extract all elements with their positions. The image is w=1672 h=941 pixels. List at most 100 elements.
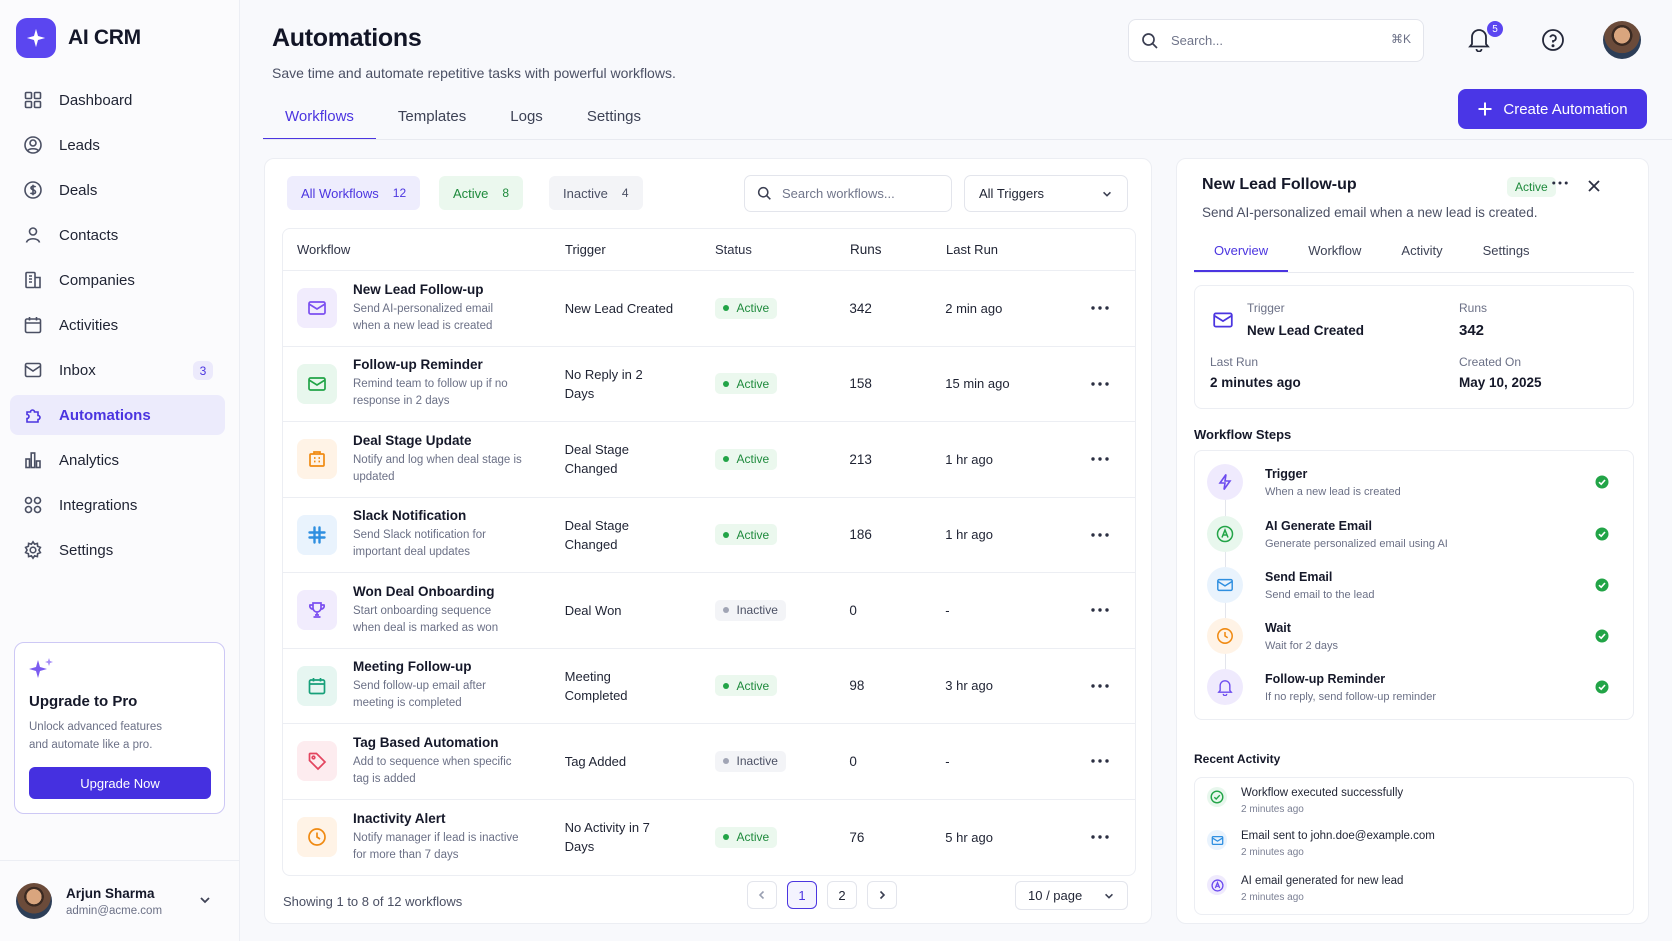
- table-row[interactable]: New Lead Follow-up Send AI-personalized e…: [283, 271, 1135, 347]
- activity-item: AI email generated for new lead 2 minutes…: [1207, 875, 1403, 903]
- chevron-left-icon: [758, 890, 765, 900]
- sidebar: AI CRM Dashboard Leads Deals Contacts Co…: [0, 0, 240, 941]
- status-badge: Active: [714, 826, 778, 848]
- detail-tabs-divider: [1194, 272, 1634, 273]
- ai-sparkle-icon: [1207, 875, 1227, 895]
- upgrade-title: Upgrade to Pro: [29, 693, 138, 710]
- sidebar-item-automations[interactable]: Automations: [10, 395, 225, 435]
- more-options-icon[interactable]: [1552, 181, 1568, 185]
- recent-activity-title: Recent Activity: [1194, 752, 1281, 766]
- sidebar-nav: Dashboard Leads Deals Contacts Companies…: [10, 80, 225, 575]
- more-options-icon[interactable]: [1065, 306, 1135, 310]
- chevron-down-icon[interactable]: [198, 893, 212, 907]
- more-options-icon[interactable]: [1065, 457, 1135, 461]
- tab-workflows[interactable]: Workflows: [263, 100, 376, 140]
- more-options-icon[interactable]: [1065, 382, 1135, 386]
- more-options-icon[interactable]: [1065, 759, 1135, 763]
- workflow-desc: Notify manager if lead is inactive for m…: [353, 831, 519, 861]
- table-row[interactable]: Deal Stage Update Notify and log when dea…: [283, 422, 1135, 498]
- workflow-step[interactable]: AI Generate Email Generate personalized e…: [1207, 509, 1623, 559]
- prev-page-button[interactable]: [747, 881, 777, 909]
- sidebar-item-settings[interactable]: Settings: [10, 530, 225, 570]
- tab-activity[interactable]: Activity: [1401, 243, 1443, 258]
- activity-time: 2 minutes ago: [1241, 804, 1304, 815]
- workflow-name: New Lead Follow-up: [353, 281, 484, 297]
- workflow-desc: Send follow-up email after meeting is co…: [353, 680, 486, 710]
- workflows-panel: All Workflows 12 Active 8 Inactive 4 Sea…: [264, 158, 1152, 924]
- sidebar-item-analytics[interactable]: Analytics: [10, 440, 225, 480]
- sidebar-item-companies[interactable]: Companies: [10, 260, 225, 300]
- sparkles-icon: [29, 658, 53, 678]
- col-last-run: Last Run: [946, 242, 999, 257]
- step-name: Wait: [1265, 620, 1291, 635]
- more-options-icon[interactable]: [1065, 608, 1135, 612]
- filter-count: 8: [502, 186, 510, 200]
- app-name: AI CRM: [68, 26, 141, 49]
- puzzle-icon: [26, 409, 41, 423]
- activity-time: 2 minutes ago: [1241, 892, 1304, 903]
- tab-logs[interactable]: Logs: [510, 108, 543, 125]
- help-icon[interactable]: [1541, 28, 1565, 52]
- bell-icon[interactable]: [1467, 26, 1491, 52]
- tab-workflow[interactable]: Workflow: [1308, 243, 1362, 258]
- workflow-trigger: Deal Stage Changed: [564, 442, 629, 477]
- more-options-icon[interactable]: [1065, 684, 1135, 688]
- person-icon: [25, 227, 41, 243]
- workflow-search-input[interactable]: Search workflows...: [744, 175, 952, 212]
- avatar[interactable]: [1603, 21, 1641, 59]
- table-row[interactable]: Won Deal Onboarding Start onboarding sequ…: [283, 573, 1135, 649]
- activity-item: Email sent to john.doe@example.com 2 minu…: [1207, 830, 1435, 858]
- filter-inactive[interactable]: Inactive 4: [549, 176, 643, 210]
- activity-text: Workflow executed successfully: [1241, 787, 1404, 799]
- close-icon[interactable]: [1587, 179, 1601, 193]
- sidebar-item-integrations[interactable]: Integrations: [10, 485, 225, 525]
- brand[interactable]: AI CRM: [16, 18, 141, 58]
- filter-active[interactable]: Active 8: [439, 176, 524, 210]
- page-button-1[interactable]: 1: [787, 881, 817, 909]
- upgrade-now-button[interactable]: Upgrade Now: [29, 767, 211, 799]
- table-row[interactable]: Inactivity Alert Notify manager if lead i…: [283, 800, 1135, 876]
- trophy-icon: [297, 590, 337, 631]
- tab-overview[interactable]: Overview: [1194, 236, 1289, 272]
- workflow-trigger: Deal Stage Changed: [564, 517, 629, 552]
- workflow-name: Follow-up Reminder: [353, 357, 483, 373]
- tab-templates[interactable]: Templates: [397, 108, 467, 125]
- sidebar-item-dashboard[interactable]: Dashboard: [10, 80, 225, 120]
- filter-all-workflows[interactable]: All Workflows 12: [287, 176, 421, 210]
- per-page-select[interactable]: 10 / page: [1015, 881, 1128, 910]
- status-badge: Active: [714, 448, 778, 470]
- sidebar-item-deals[interactable]: Deals: [10, 170, 225, 210]
- table-row[interactable]: Meeting Follow-up Send follow-up email af…: [283, 649, 1135, 724]
- filter-label: Inactive: [563, 185, 608, 201]
- sidebar-item-inbox[interactable]: Inbox 3: [10, 350, 225, 390]
- table-row[interactable]: Tag Based Automation Add to sequence when…: [283, 724, 1135, 800]
- step-name: AI Generate Email: [1265, 518, 1372, 533]
- workflow-step[interactable]: Trigger When a new lead is created: [1207, 457, 1623, 507]
- workflow-step[interactable]: Follow-up Reminder If no reply, send foll…: [1207, 662, 1623, 712]
- sidebar-item-activities[interactable]: Activities: [10, 305, 225, 345]
- tab-settings[interactable]: Settings: [586, 108, 642, 125]
- dollar-circle-icon: [24, 181, 42, 199]
- last-run-value: 2 minutes ago: [1210, 375, 1301, 390]
- table-row[interactable]: Follow-up Reminder Remind team to follow …: [283, 347, 1135, 422]
- sidebar-item-leads[interactable]: Leads: [10, 125, 225, 165]
- sidebar-item-contacts[interactable]: Contacts: [10, 215, 225, 255]
- workflow-step[interactable]: Wait Wait for 2 days: [1207, 611, 1623, 661]
- workflow-trigger: No Activity in 7 Days: [564, 820, 650, 855]
- workflow-name: Tag Based Automation: [353, 734, 499, 750]
- more-options-icon[interactable]: [1065, 533, 1135, 537]
- trigger-select[interactable]: All Triggers: [964, 175, 1128, 212]
- next-page-button[interactable]: [867, 881, 897, 909]
- plus-icon: [1478, 102, 1492, 116]
- create-automation-button[interactable]: Create Automation: [1458, 89, 1647, 129]
- tab-detail-settings[interactable]: Settings: [1482, 243, 1530, 258]
- page-button-2[interactable]: 2: [827, 881, 857, 909]
- user-profile[interactable]: Arjun Sharma admin@acme.com: [0, 860, 240, 941]
- workflow-trigger: Meeting Completed: [564, 668, 628, 703]
- sidebar-item-label: Companies: [59, 271, 135, 289]
- table-row[interactable]: Slack Notification Send Slack notificatio…: [283, 498, 1135, 573]
- workflow-trigger: Tag Added: [564, 753, 627, 769]
- global-search-input[interactable]: Search... ⌘K: [1128, 19, 1424, 62]
- more-options-icon[interactable]: [1065, 835, 1135, 839]
- workflow-step[interactable]: Send Email Send email to the lead: [1207, 560, 1623, 610]
